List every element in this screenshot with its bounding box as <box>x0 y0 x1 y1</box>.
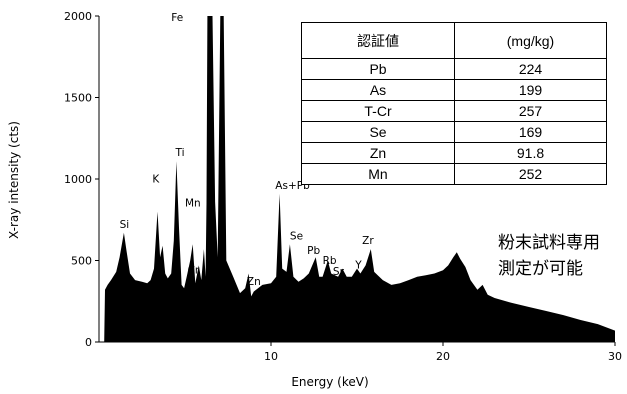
table-row: T-Cr 257 <box>301 100 607 122</box>
y-ticks: 0 500 1000 1500 2000 <box>64 10 99 349</box>
peak-label: Cr <box>188 265 200 277</box>
peak-label: Si <box>120 219 130 231</box>
table-row: As 199 <box>301 79 607 101</box>
table-cell-element: As <box>301 79 455 101</box>
peak-label: Rb <box>323 255 337 267</box>
peak-label: Zr <box>362 235 374 247</box>
x-tick-label: 20 <box>436 350 450 363</box>
y-tick-label: 1000 <box>64 173 92 186</box>
table-row: Mn 252 <box>301 163 607 185</box>
peak-label: K <box>152 173 160 185</box>
y-tick-label: 1500 <box>64 92 92 105</box>
table-cell-element: Pb <box>301 58 455 80</box>
spectrum-area <box>104 16 615 342</box>
table-cell-value: 224 <box>454 58 607 80</box>
note-line-2: 測定が可能 <box>498 259 583 279</box>
peak-label: Pb <box>307 245 320 257</box>
header-certified-value: 認証値 <box>301 22 455 59</box>
table-row: Zn 91.8 <box>301 142 607 164</box>
table-header-row: 認証値 (mg/kg) <box>301 22 607 59</box>
y-axis-label: X-ray intensity (cts) <box>7 121 21 239</box>
peak-label: Sr <box>333 266 345 278</box>
x-tick-label: 30 <box>608 350 622 363</box>
table-cell-value: 169 <box>454 121 607 143</box>
table-cell-value: 91.8 <box>454 142 607 164</box>
certified-values-table: 認証値 (mg/kg) Pb 224 As 199 T-Cr 257 Se 169 Zn 91.8… <box>301 22 607 185</box>
table-cell-element: T-Cr <box>301 100 455 122</box>
table-cell-value: 252 <box>454 163 607 185</box>
table-row: Pb 224 <box>301 58 607 80</box>
peak-label: Fe <box>171 12 183 24</box>
table-cell-element: Zn <box>301 142 455 164</box>
note-line-1: 粉末試料専用 <box>498 233 600 253</box>
header-unit: (mg/kg) <box>454 22 607 59</box>
x-tick-label: 10 <box>264 350 278 363</box>
table-row: Se 169 <box>301 121 607 143</box>
peak-label: Mn <box>185 198 201 210</box>
x-ticks: 10 20 30 <box>264 342 622 363</box>
peak-label: Ti <box>175 147 185 159</box>
table-cell-element: Mn <box>301 163 455 185</box>
peak-label: Y <box>354 260 362 272</box>
peak-label: Zn <box>247 276 261 288</box>
y-tick-label: 0 <box>85 336 92 349</box>
peak-label: Se <box>290 230 303 242</box>
table-cell-value: 257 <box>454 100 607 122</box>
table-cell-value: 199 <box>454 79 607 101</box>
x-axis-label: Energy (keV) <box>291 375 368 389</box>
table-cell-element: Se <box>301 121 455 143</box>
y-tick-label: 2000 <box>64 10 92 23</box>
y-tick-label: 500 <box>71 255 92 268</box>
